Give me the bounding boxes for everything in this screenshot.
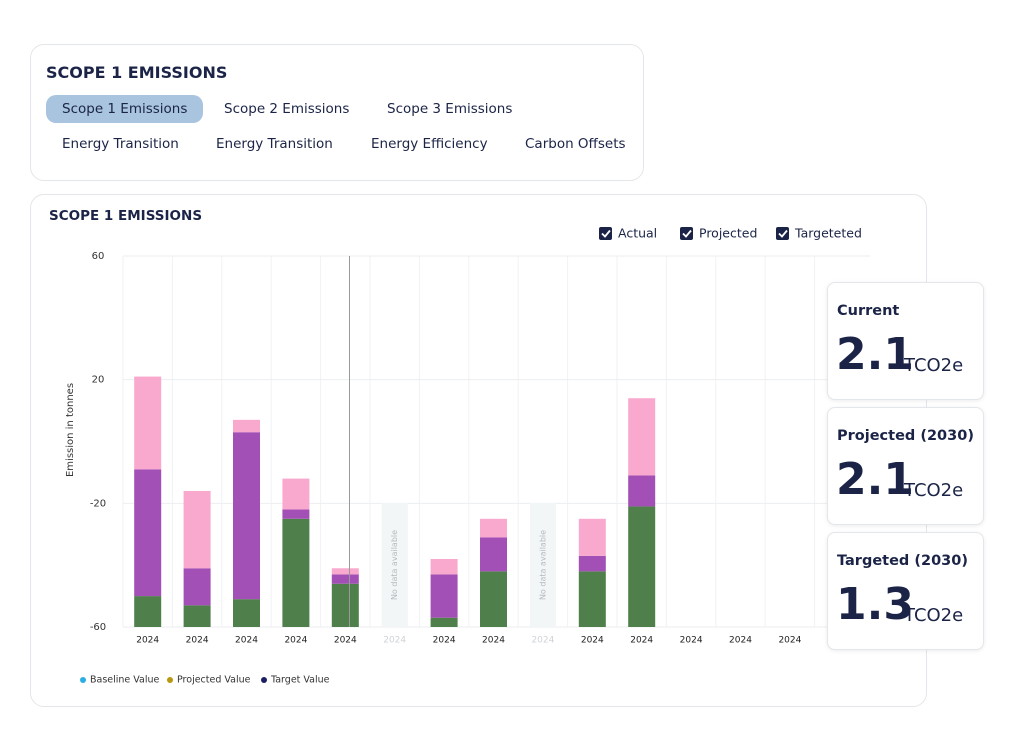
bar-segment [183,605,211,627]
legend-dot [261,677,267,683]
x-tick-label: 2024 [630,636,653,646]
bar-segment [628,506,656,627]
no-data-label: No data available [538,530,547,600]
stat-value: 2.1 [836,329,914,380]
legend-label: Projected Value [177,675,251,686]
stat-unit: TCO2e [904,480,964,501]
bar-segment [430,574,458,618]
bar-segment [480,571,507,627]
bar-segment [628,475,656,507]
checkbox[interactable] [776,227,789,240]
x-tick-label: 2024 [680,636,703,646]
no-data-placeholder [381,503,408,627]
no-data-placeholder [529,503,556,627]
stat-card: Projected (2030) 2.1 TCO2e [827,407,984,525]
bar-segment [282,509,310,519]
x-tick-label: 2024 [334,636,357,646]
checkbox[interactable] [599,227,612,240]
legend-label: Baseline Value [90,675,160,686]
stat-value: 1.3 [836,579,914,630]
legend-label: Targeteted [794,226,862,241]
tab[interactable]: Scope 3 Emissions [387,101,513,117]
bar-segment [282,478,310,510]
x-tick-label: 2024 [482,636,505,646]
y-tick-label: -60 [90,622,106,633]
legend-dot [80,677,86,683]
bar-segment [282,518,310,627]
legend-dot [167,677,173,683]
series-toggle[interactable]: Actual [599,226,657,241]
bar-segment [233,432,260,600]
stat-unit: TCO2e [904,605,964,626]
bar-segment [331,583,359,627]
tab[interactable]: Energy Efficiency [371,136,488,152]
y-tick-label: 60 [92,251,105,262]
bar-segment [233,419,260,433]
bar-segment [331,574,359,584]
y-axis-label: Emission in tonnes [65,383,76,477]
x-tick-label: 2024 [581,636,604,646]
checkmark [601,229,611,238]
tab[interactable]: Scope 2 Emissions [224,101,350,117]
x-tick-label: 2024 [729,636,752,646]
stat-label: Targeted (2030) [837,553,968,569]
legend-label: Actual [618,226,657,241]
legend-label: Projected [699,226,757,241]
series-toggle[interactable]: Targeteted [776,226,862,241]
chart-card [30,194,927,707]
legend-label: Target Value [270,675,330,686]
x-tick-label: 2024 [433,636,456,646]
stat-unit: TCO2e [904,355,964,376]
y-tick-label: -20 [90,498,106,509]
bar-segment [628,398,656,476]
bar-segment [183,568,211,606]
stat-label: Projected (2030) [837,428,974,444]
bar-segment [430,558,458,575]
x-tick-label: 2024 [186,636,209,646]
chart-title: SCOPE 1 EMISSIONS [49,208,202,224]
tabs-title: SCOPE 1 EMISSIONS [46,63,228,82]
checkmark [778,229,788,238]
x-tick-label: 2024 [383,636,406,646]
x-tick-label: 2024 [136,636,159,646]
bar-segment [134,596,162,627]
tab[interactable]: Carbon Offsets [525,136,626,152]
series-toggle[interactable]: Projected [680,226,757,241]
x-tick-label: 2024 [531,636,554,646]
bar-segment [183,490,211,569]
checkmark [682,229,692,238]
bar-segment [134,469,162,597]
tab[interactable]: Energy Transition [216,136,333,152]
bar-segment [430,617,458,627]
bar-segment [578,518,606,556]
y-tick-label: 20 [92,375,105,386]
tab[interactable]: Scope 1 Emissions [46,95,204,123]
x-tick-label: 2024 [284,636,307,646]
bar-segment [480,518,507,538]
bar-segment [331,568,359,575]
bar-segment [480,537,507,572]
stat-card: Targeted (2030) 1.3 TCO2e [827,532,984,650]
stat-label: Current [837,303,900,319]
bar-segment [578,571,606,627]
tab[interactable]: Energy Transition [62,136,179,152]
stat-card: Current 2.1 TCO2e [827,282,984,400]
tabs-card: SCOPE 1 EMISSIONS Scope 1 Emissions Scop… [30,44,644,181]
no-data-label: No data available [390,530,399,600]
x-tick-label: 2024 [235,636,258,646]
x-tick-label: 2024 [778,636,801,646]
bar-segment [134,376,162,470]
checkbox[interactable] [680,227,693,240]
bar-segment [578,555,606,572]
bar-segment [233,599,260,627]
stat-value: 2.1 [836,454,914,505]
